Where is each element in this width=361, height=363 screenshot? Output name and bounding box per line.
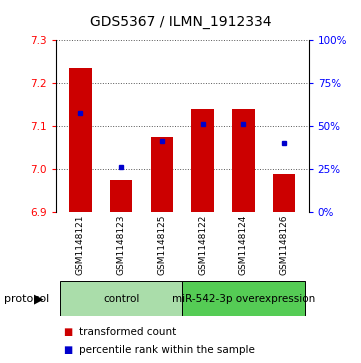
Text: ■: ■: [63, 345, 73, 355]
Bar: [151, 137, 173, 212]
Bar: [69, 68, 92, 212]
Bar: [232, 109, 255, 212]
Text: protocol: protocol: [4, 294, 49, 303]
Text: miR-542-3p overexpression: miR-542-3p overexpression: [172, 294, 315, 303]
Text: transformed count: transformed count: [79, 327, 177, 337]
Text: GSM1148125: GSM1148125: [157, 214, 166, 275]
Text: percentile rank within the sample: percentile rank within the sample: [79, 345, 255, 355]
Text: GSM1148126: GSM1148126: [280, 214, 289, 275]
Bar: [182, 281, 305, 316]
Text: GSM1148122: GSM1148122: [198, 215, 207, 275]
Text: GSM1148121: GSM1148121: [76, 214, 85, 275]
Text: ■: ■: [63, 327, 73, 337]
Bar: [191, 109, 214, 212]
Text: GSM1148124: GSM1148124: [239, 215, 248, 275]
Bar: [273, 174, 295, 212]
Text: control: control: [103, 294, 139, 303]
Text: GDS5367 / ILMN_1912334: GDS5367 / ILMN_1912334: [90, 15, 271, 29]
Bar: [110, 180, 132, 212]
Text: GSM1148123: GSM1148123: [117, 214, 126, 275]
Bar: [60, 281, 182, 316]
Text: ▶: ▶: [34, 292, 43, 305]
